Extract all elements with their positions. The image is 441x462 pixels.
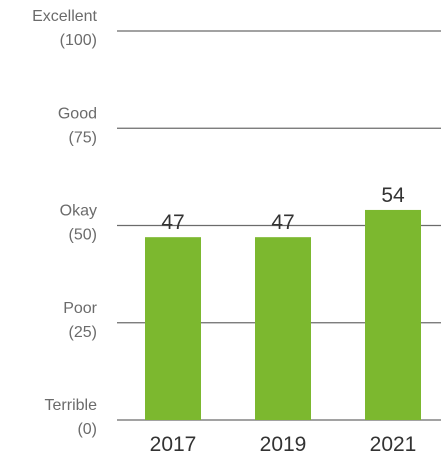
y-tick-label: Excellent	[32, 8, 97, 25]
data-label: 47	[161, 211, 184, 234]
y-tick-label: Poor	[63, 300, 97, 317]
y-tick-value: (0)	[77, 421, 97, 438]
y-tick-label: Terrible	[45, 397, 98, 414]
x-tick-label: 2019	[260, 433, 307, 456]
y-tick-label: Good	[58, 105, 97, 122]
y-tick-value: (100)	[60, 32, 97, 49]
y-tick-value: (50)	[69, 227, 97, 244]
bar	[145, 237, 201, 420]
y-tick-value: (25)	[69, 324, 97, 341]
y-tick-value: (75)	[69, 129, 97, 146]
data-label: 54	[381, 184, 405, 207]
x-tick-label: 2021	[370, 433, 417, 456]
x-tick-label: 2017	[150, 433, 197, 456]
data-label: 47	[271, 211, 294, 234]
y-tick-label: Okay	[60, 203, 97, 220]
bar	[255, 237, 311, 420]
bar	[365, 209, 421, 420]
